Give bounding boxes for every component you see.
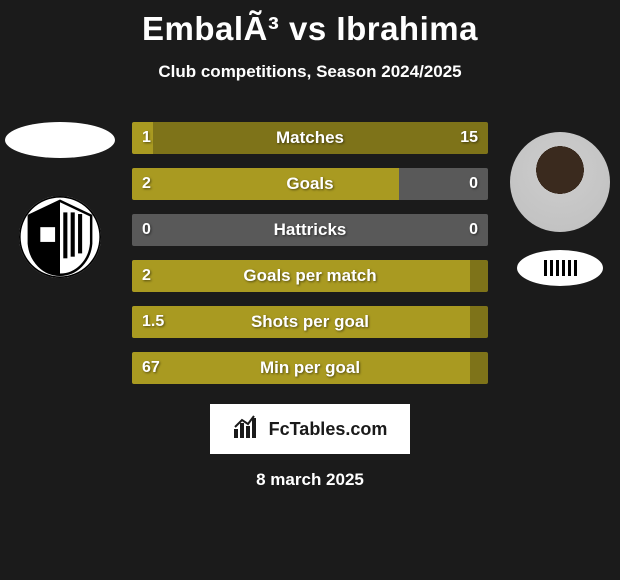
date-label: 8 march 2025 (0, 470, 620, 490)
page-title: EmbalÃ³ vs Ibrahima (0, 10, 620, 48)
bar-chart-icon (233, 415, 261, 444)
club-badge-right (517, 250, 603, 286)
stat-label: Shots per goal (132, 306, 488, 338)
brand-badge: FcTables.com (210, 404, 410, 454)
stat-label: Matches (132, 122, 488, 154)
stat-label: Goals (132, 168, 488, 200)
subtitle: Club competitions, Season 2024/2025 (0, 62, 620, 82)
stat-row: 115Matches (132, 122, 488, 154)
player-right-column (500, 122, 620, 286)
stat-label: Goals per match (132, 260, 488, 292)
stat-row: 20Goals (132, 168, 488, 200)
stat-row: 2Goals per match (132, 260, 488, 292)
club-badge-left (19, 196, 101, 278)
stats-area: 115Matches 20Goals 00Hattricks 2Goals per m… (0, 122, 620, 384)
comparison-card: EmbalÃ³ vs Ibrahima Club competitions, S… (0, 0, 620, 580)
stat-row: 67Min per goal (132, 352, 488, 384)
stat-bars: 115Matches 20Goals 00Hattricks 2Goals per m… (132, 122, 488, 384)
player-left-avatar-placeholder (5, 122, 115, 158)
stat-label: Hattricks (132, 214, 488, 246)
player-right-avatar (510, 132, 610, 232)
vitoria-shield-icon (19, 196, 101, 278)
stat-row: 1.5Shots per goal (132, 306, 488, 338)
boavista-stripes-icon (544, 260, 577, 276)
stat-label: Min per goal (132, 352, 488, 384)
brand-text: FcTables.com (269, 419, 388, 440)
player-left-column (0, 122, 120, 278)
stat-row: 00Hattricks (132, 214, 488, 246)
